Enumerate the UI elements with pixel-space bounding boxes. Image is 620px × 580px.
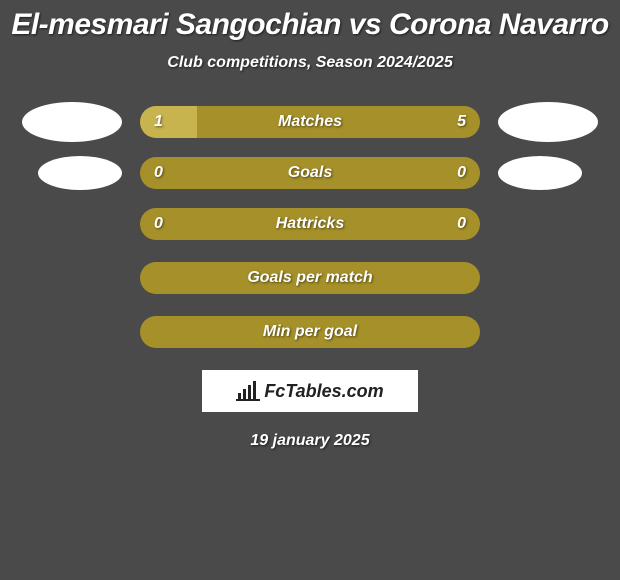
bar-label: Goals per match bbox=[140, 262, 480, 294]
spacer bbox=[498, 312, 598, 352]
bar-label: Min per goal bbox=[140, 316, 480, 348]
spacer bbox=[498, 258, 598, 298]
page-subtitle: Club competitions, Season 2024/2025 bbox=[0, 54, 620, 72]
player-right-avatar-2 bbox=[498, 156, 582, 190]
bar-goals: 0 Goals 0 bbox=[140, 157, 480, 189]
spacer bbox=[22, 312, 122, 352]
stat-row-hattricks: 0 Hattricks 0 bbox=[0, 204, 620, 244]
stat-row-gpm: Goals per match bbox=[0, 258, 620, 298]
bar-matches: 1 Matches 5 bbox=[140, 106, 480, 138]
stat-row-goals: 0 Goals 0 bbox=[0, 156, 620, 190]
bar-hattricks: 0 Hattricks 0 bbox=[140, 208, 480, 240]
bar-value-right: 5 bbox=[457, 106, 466, 138]
spacer bbox=[498, 204, 598, 244]
date-label: 19 january 2025 bbox=[0, 432, 620, 450]
bar-chart-icon bbox=[236, 381, 260, 401]
stat-row-matches: 1 Matches 5 bbox=[0, 102, 620, 142]
player-left-avatar-2 bbox=[38, 156, 122, 190]
bar-goals-per-match: Goals per match bbox=[140, 262, 480, 294]
bar-min-per-goal: Min per goal bbox=[140, 316, 480, 348]
bar-label: Matches bbox=[140, 106, 480, 138]
logo-inner: FcTables.com bbox=[236, 381, 383, 402]
logo-text: FcTables.com bbox=[264, 381, 383, 402]
bar-label: Hattricks bbox=[140, 208, 480, 240]
bar-value-right: 0 bbox=[457, 208, 466, 240]
comparison-infographic: El-mesmari Sangochian vs Corona Navarro … bbox=[0, 0, 620, 580]
bar-value-right: 0 bbox=[457, 157, 466, 189]
bar-label: Goals bbox=[140, 157, 480, 189]
page-title: El-mesmari Sangochian vs Corona Navarro bbox=[0, 8, 620, 42]
player-right-avatar bbox=[498, 102, 598, 142]
player-left-avatar bbox=[22, 102, 122, 142]
spacer bbox=[22, 258, 122, 298]
source-logo: FcTables.com bbox=[202, 370, 418, 412]
spacer bbox=[22, 204, 122, 244]
stat-row-mpg: Min per goal bbox=[0, 312, 620, 352]
